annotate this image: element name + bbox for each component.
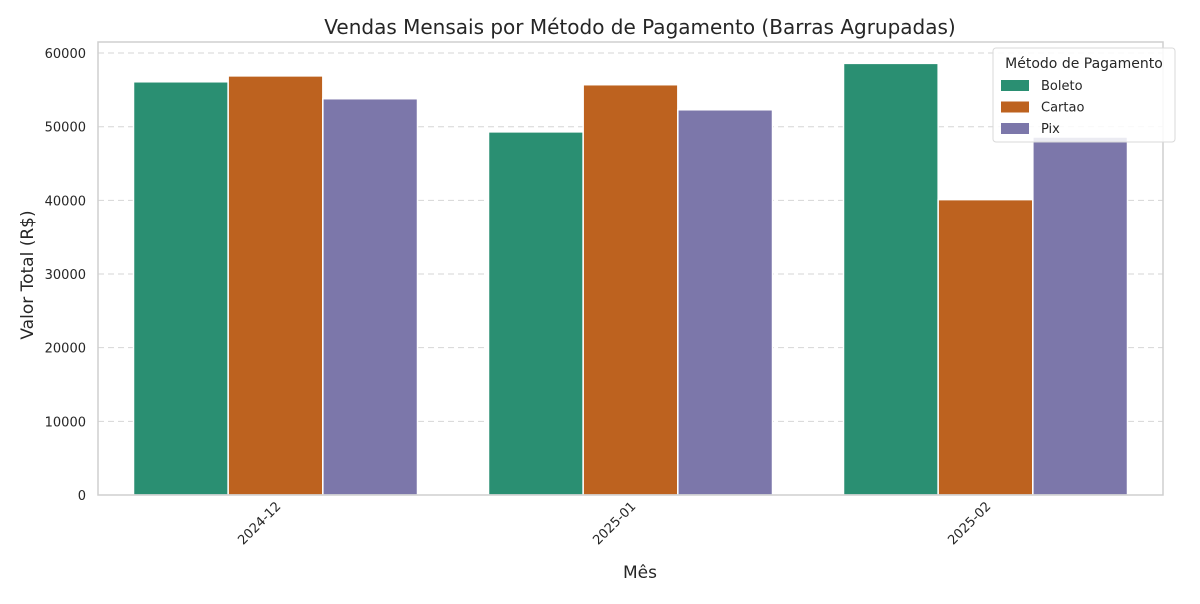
y-tick-label: 60000 — [45, 47, 86, 62]
bar-cartao-2024-12 — [227, 75, 324, 496]
bar-boleto-2025-02 — [842, 62, 939, 496]
bar-pix-2024-12 — [322, 97, 419, 496]
chart-title: Vendas Mensais por Método de Pagamento (… — [324, 15, 955, 39]
legend-swatch-cartao — [1001, 101, 1029, 113]
legend-label-pix: Pix — [1041, 122, 1060, 137]
bar-boleto-2024-12 — [132, 81, 229, 496]
legend-box — [992, 47, 1176, 143]
bar-cartao-2025-02 — [937, 198, 1034, 496]
legend-swatch-boleto — [1001, 80, 1029, 91]
y-tick-label: 50000 — [45, 121, 86, 136]
legend-label-cartao: Cartao — [1041, 101, 1084, 116]
legend-title: Método de Pagamento — [1005, 56, 1163, 72]
y-tick-label: 20000 — [45, 342, 86, 357]
bar-pix-2025-01 — [677, 109, 774, 496]
legend: Método de Pagamento Boleto Cartao Pix — [992, 47, 1176, 143]
bar-boleto-2025-01 — [487, 131, 584, 496]
y-axis-label: Valor Total (R$) — [18, 210, 38, 339]
y-tick-label: 10000 — [45, 415, 86, 430]
y-tick-label: 40000 — [45, 194, 86, 209]
x-axis-label: Mês — [623, 563, 657, 583]
legend-label-boleto: Boleto — [1041, 79, 1083, 94]
legend-swatch-pix — [1001, 123, 1029, 134]
bar-pix-2025-02 — [1032, 136, 1129, 496]
bar-cartao-2025-01 — [582, 83, 679, 496]
plot-frame — [97, 41, 1164, 496]
y-tick-label: 0 — [78, 489, 86, 504]
bar-layer — [132, 62, 1129, 496]
y-tick-label: 30000 — [45, 268, 86, 283]
